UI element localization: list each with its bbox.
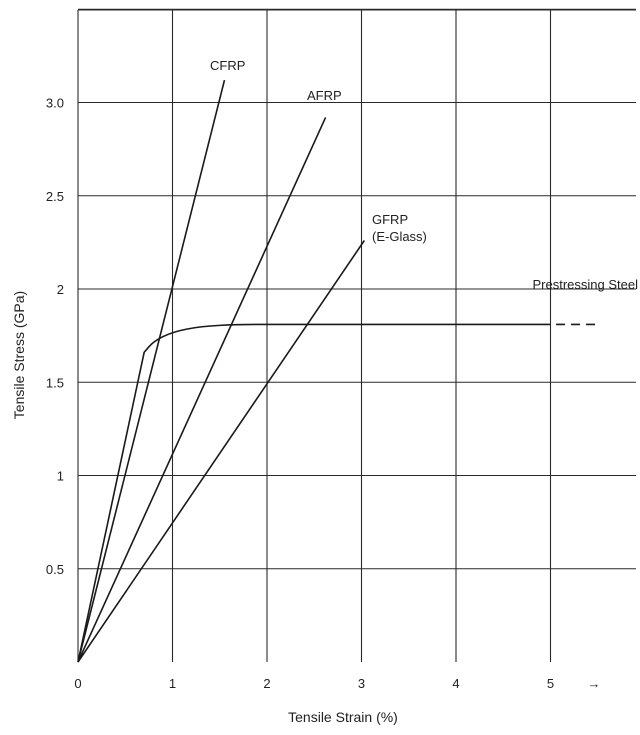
series-label-prestressing-steel: Prestressing Steel [533, 277, 639, 292]
x-tick-label: 5 [547, 676, 554, 691]
series-label-gfrp-e-glass: GFRP (E-Glass) [372, 212, 427, 244]
y-tick-label: 1.5 [46, 375, 64, 390]
series-label-afrp: AFRP [307, 88, 342, 103]
series-label-cfrp: CFRP [210, 58, 245, 73]
y-tick-label: 1 [57, 469, 64, 484]
series-line-gfrp-e-glass [77, 240, 365, 663]
x-tick-label: 3 [358, 676, 365, 691]
x-tick-label: 4 [452, 676, 459, 691]
x-axis-arrow-icon: → [588, 676, 601, 691]
x-tick-label: 2 [263, 676, 270, 691]
labels: 0.5 1 1.5 2 2.5 3.0 0 1 2 3 4 5 → CFRP AFRP GFRP (E-Glas… [46, 58, 638, 691]
y-axis-title: Tensile Stress (GPa) [11, 291, 27, 419]
series-line-cfrp [77, 79, 226, 663]
y-tick-label: 3.0 [46, 96, 64, 111]
x-tick-label: 1 [169, 676, 176, 691]
y-tick-label: 0.5 [46, 562, 64, 577]
x-axis-title: Tensile Strain (%) [288, 709, 398, 725]
x-tick-label: 0 [74, 676, 81, 691]
series-lines [77, 79, 598, 663]
grid [77, 8, 636, 662]
series-line-prestressing-steel [77, 323, 542, 663]
y-tick-label: 2 [57, 282, 64, 297]
y-tick-label: 2.5 [46, 189, 64, 204]
series-line-afrp [77, 117, 327, 663]
